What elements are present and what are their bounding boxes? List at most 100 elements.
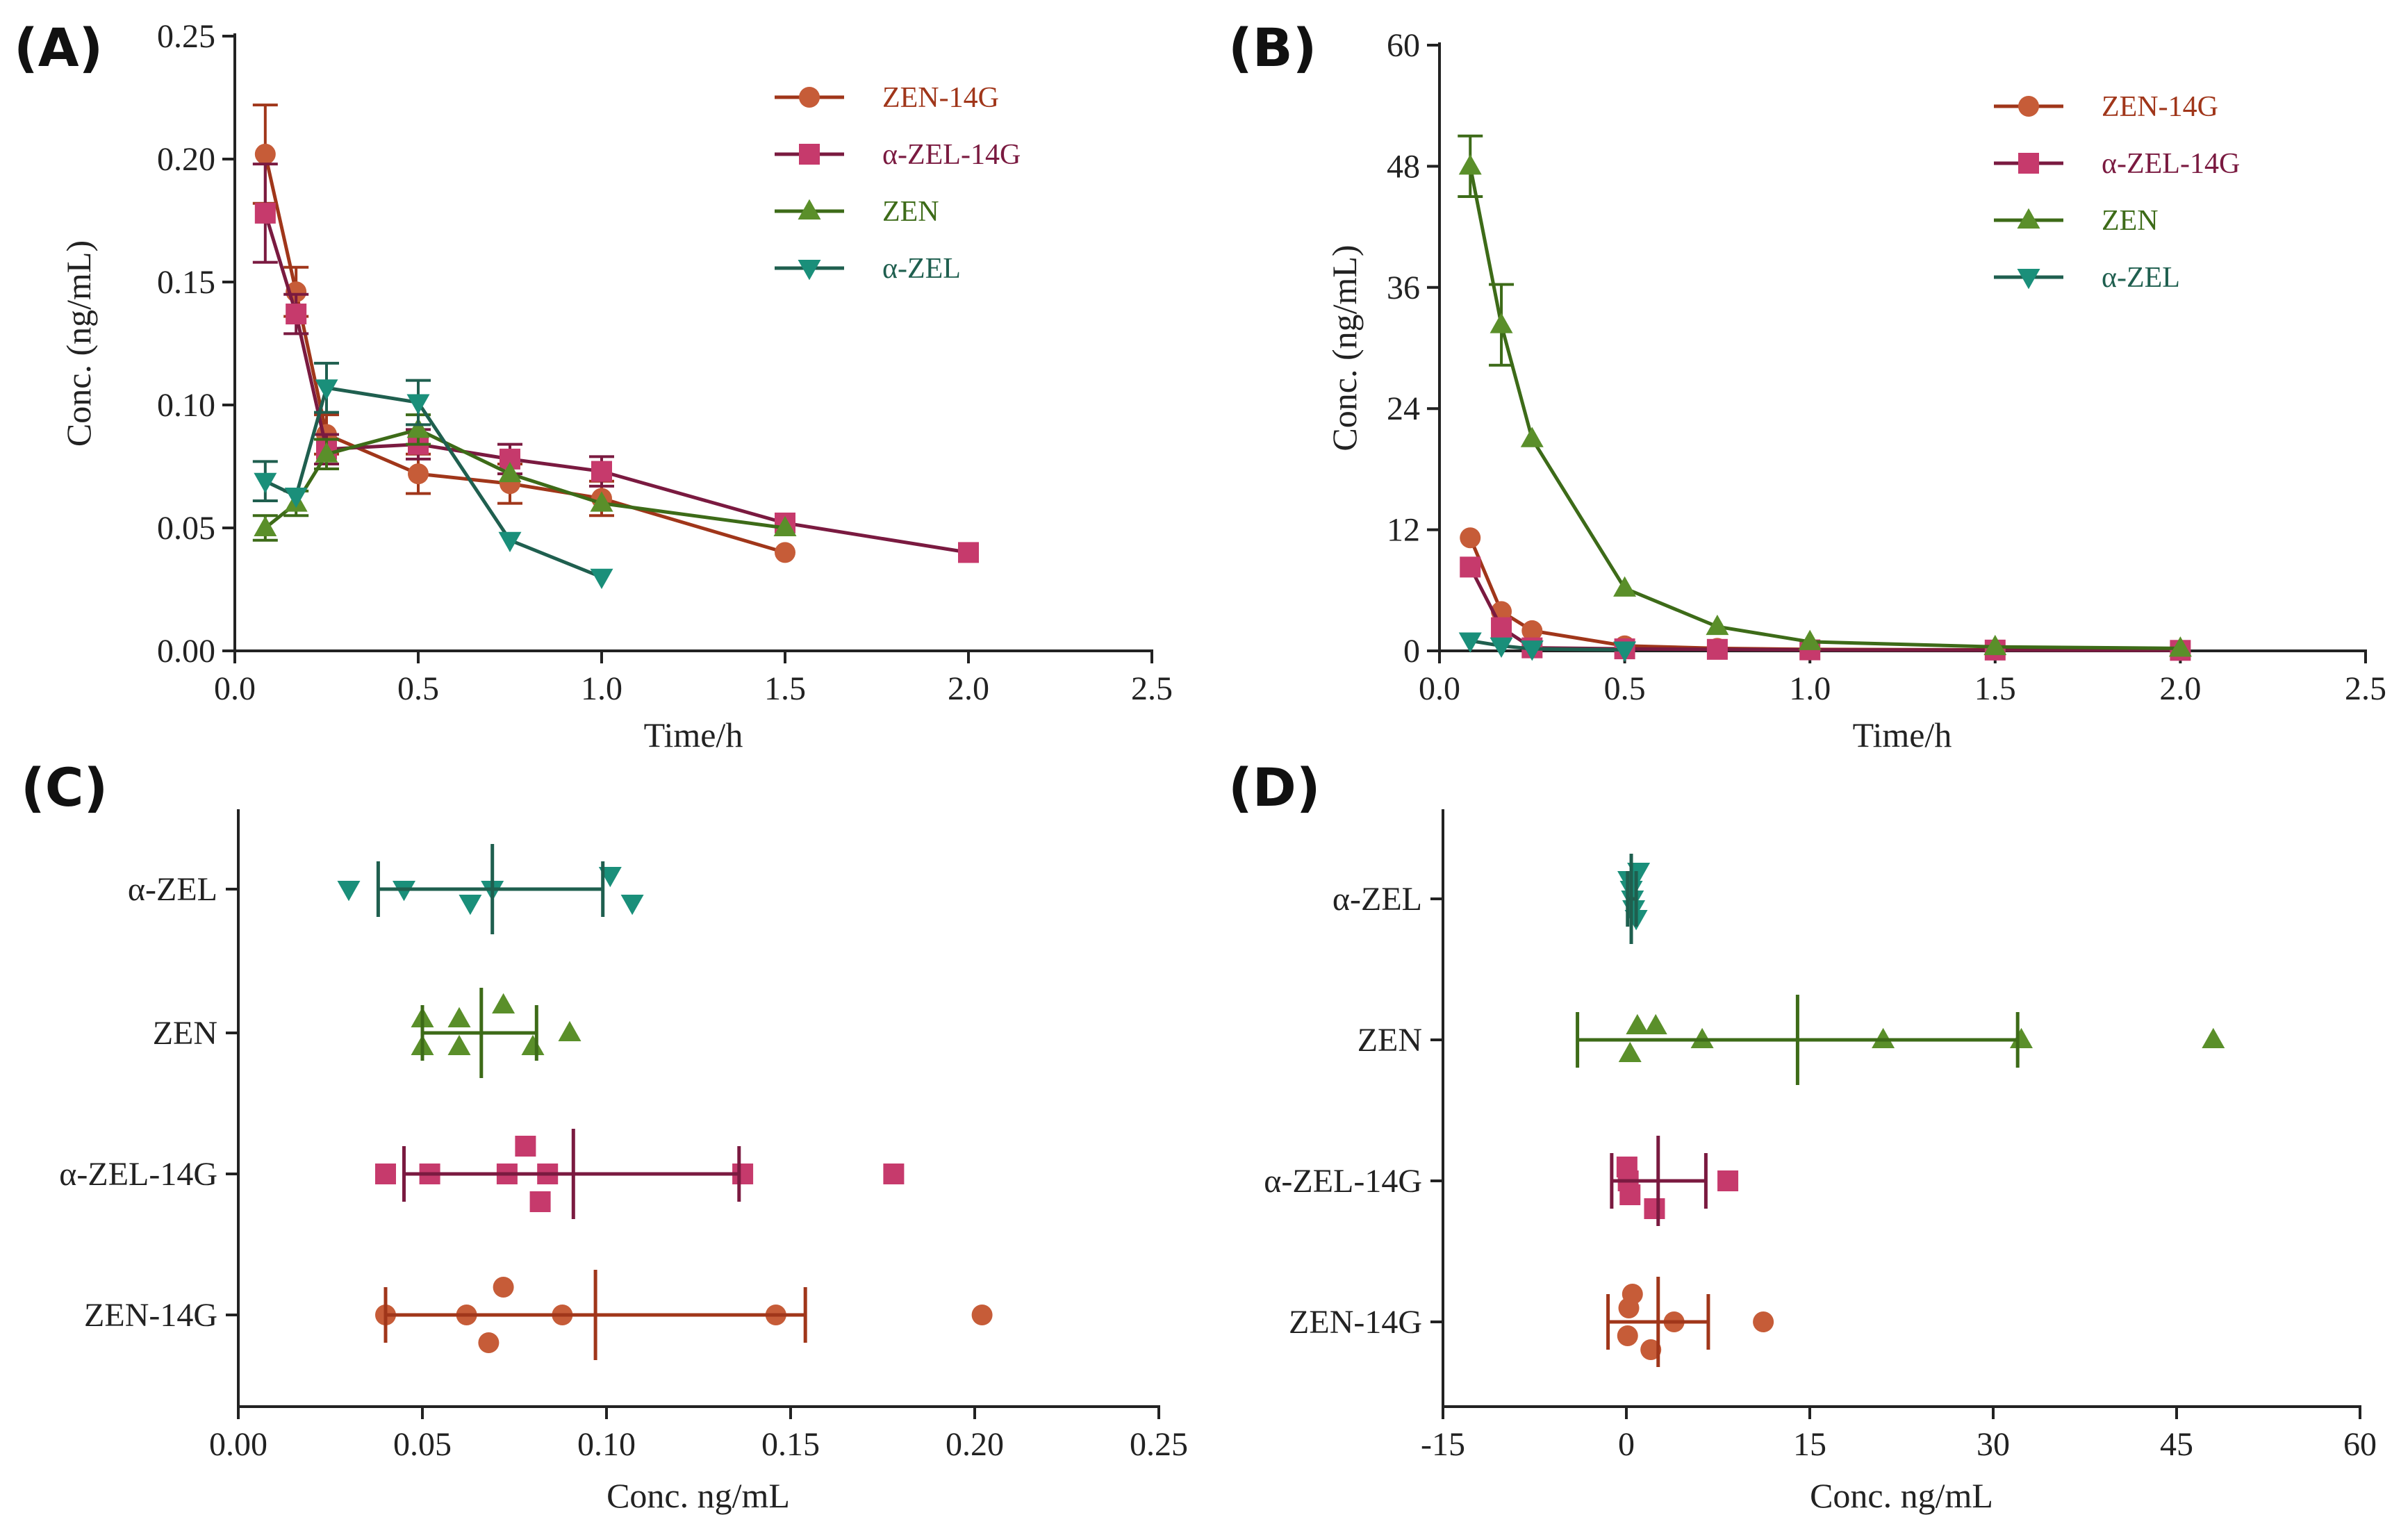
y-axis-title: Conc. (ng/mL) bbox=[59, 240, 98, 447]
x-tick-label: 1.0 bbox=[1789, 670, 1831, 707]
panel-b-time-course-chart: (B) 0.0 0.5 1.0 1.5 2.0 2.5 0 12 24 36 48 60 Time/h Co… bbox=[1228, 17, 2386, 754]
range-bar bbox=[383, 1270, 807, 1360]
axes-group bbox=[1427, 42, 2367, 663]
x-tick-label: 0.20 bbox=[946, 1426, 1004, 1463]
legend-marker bbox=[799, 144, 820, 165]
range-bar bbox=[402, 1129, 741, 1219]
x-tick-label: 0 bbox=[1618, 1426, 1635, 1463]
group-zen14g bbox=[1606, 1277, 1774, 1367]
panel-label: (B) bbox=[1228, 17, 1317, 78]
range-bar bbox=[1610, 1136, 1708, 1226]
x-tick-label: 2.5 bbox=[1131, 670, 1173, 707]
x-tick-label: 1.5 bbox=[1974, 670, 2016, 707]
data-point bbox=[2009, 1027, 2033, 1048]
group-azel14g bbox=[1610, 1136, 1739, 1226]
y-category-label: α-ZEL bbox=[128, 871, 217, 908]
x-tick-label: -15 bbox=[1421, 1426, 1465, 1463]
group-azel14g bbox=[375, 1129, 905, 1219]
y-tick-label: 0.05 bbox=[157, 510, 215, 547]
data-point bbox=[408, 463, 429, 485]
data-point bbox=[958, 542, 979, 563]
legend-label: α-ZEL bbox=[882, 253, 961, 285]
x-tick-label: 0.5 bbox=[397, 670, 439, 707]
x-tick-label: 15 bbox=[1793, 1426, 1826, 1463]
legend-marker bbox=[798, 260, 821, 281]
legend-marker bbox=[2017, 269, 2040, 290]
x-tick-label: 0.0 bbox=[214, 670, 256, 707]
y-category-label: α-ZEL-14G bbox=[59, 1156, 217, 1193]
panel-label: (C) bbox=[21, 756, 108, 818]
data-point bbox=[775, 542, 795, 563]
legend-entry-zen: ZEN bbox=[775, 196, 939, 228]
data-point bbox=[1618, 1041, 1642, 1062]
y-category-label: ZEN bbox=[153, 1015, 217, 1052]
x-tick-label: 0.10 bbox=[577, 1426, 636, 1463]
legend-label: α-ZEL-14G bbox=[2102, 148, 2240, 180]
y-tick-label: 0.25 bbox=[157, 18, 215, 55]
panel-d-dot-plot-chart: (D) -15 0 15 30 45 60 Conc. ng/mL α-ZEL ZEN α-ZEL-… bbox=[1228, 756, 2377, 1515]
legend-marker bbox=[2017, 208, 2040, 229]
y-category-label: ZEN bbox=[1358, 1022, 1422, 1059]
series-azel bbox=[1458, 632, 1637, 662]
data-point bbox=[1490, 637, 1513, 658]
series-azel bbox=[252, 361, 613, 590]
y-axis-title: Conc. (ng/mL) bbox=[1325, 245, 1364, 451]
x-axis-title: Time/h bbox=[644, 715, 743, 754]
legend-label: α-ZEL-14G bbox=[882, 139, 1021, 171]
data-point bbox=[2202, 1027, 2225, 1048]
data-point bbox=[590, 491, 613, 512]
x-tick-label: 1.0 bbox=[581, 670, 622, 707]
data-point bbox=[1460, 527, 1481, 549]
x-tick-label: 0.0 bbox=[1419, 670, 1460, 707]
data-point bbox=[286, 304, 307, 325]
data-point bbox=[2168, 636, 2192, 657]
data-point bbox=[773, 515, 797, 536]
legend-label: α-ZEL bbox=[2102, 262, 2180, 294]
data-point bbox=[459, 895, 482, 916]
y-tick-label: 0 bbox=[1403, 633, 1420, 670]
group-zen bbox=[1576, 995, 2225, 1085]
data-point bbox=[1490, 313, 1513, 333]
y-category-label: α-ZEL bbox=[1332, 881, 1422, 918]
data-point bbox=[447, 1034, 471, 1055]
data-point bbox=[447, 1007, 471, 1027]
group-zen bbox=[411, 988, 581, 1078]
data-point bbox=[498, 461, 522, 483]
data-point bbox=[315, 379, 338, 400]
y-tick-label: 36 bbox=[1387, 270, 1420, 306]
legend-marker bbox=[798, 199, 821, 220]
data-point bbox=[1872, 1027, 1895, 1048]
data-point bbox=[254, 515, 277, 536]
y-category-label: α-ZEL-14G bbox=[1264, 1163, 1422, 1200]
y-tick-label: 12 bbox=[1387, 512, 1420, 549]
y-tick-label: 48 bbox=[1387, 148, 1420, 185]
x-axis-title: Conc. ng/mL bbox=[1810, 1476, 1993, 1515]
data-point bbox=[1626, 1013, 1649, 1034]
series-azel14g bbox=[1460, 556, 2191, 661]
data-point bbox=[1460, 556, 1481, 578]
data-point bbox=[375, 1164, 396, 1184]
legend-label: ZEN bbox=[882, 196, 939, 228]
range-bar bbox=[1606, 1277, 1710, 1367]
y-category-label: ZEN-14G bbox=[84, 1297, 217, 1334]
data-point bbox=[1491, 617, 1512, 638]
data-point bbox=[620, 895, 644, 916]
x-tick-label: 0.5 bbox=[1604, 670, 1646, 707]
data-point bbox=[492, 993, 515, 1013]
data-point bbox=[493, 1277, 514, 1298]
series-line bbox=[263, 154, 786, 554]
series-line bbox=[264, 427, 786, 530]
data-point bbox=[1706, 614, 1729, 636]
data-point bbox=[1520, 640, 1544, 661]
data-point bbox=[1617, 1325, 1638, 1346]
legend-label: ZEN bbox=[2102, 205, 2159, 237]
data-point bbox=[591, 461, 612, 482]
y-tick-label: 0.10 bbox=[157, 387, 215, 424]
panel-a-time-course-chart: (A) 0.0 0.5 1.0 1.5 2.0 2.5 0.00 0.05 0.10 0.15 0.2… bbox=[14, 17, 1173, 754]
range-bar bbox=[1576, 995, 2020, 1085]
data-point bbox=[498, 531, 522, 552]
x-tick-label: 2.5 bbox=[2345, 670, 2386, 707]
legend-entry-zen: ZEN bbox=[1994, 205, 2159, 237]
series-line bbox=[1468, 165, 2181, 650]
